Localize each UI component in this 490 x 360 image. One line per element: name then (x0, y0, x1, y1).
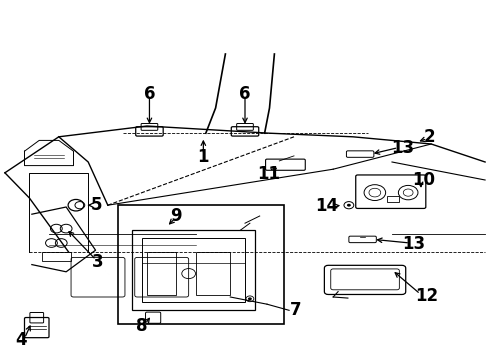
Bar (142, 238, 245, 302)
Text: 1: 1 (197, 148, 209, 166)
Text: 6: 6 (239, 85, 251, 103)
Text: 11: 11 (257, 165, 280, 183)
Text: 13: 13 (402, 235, 426, 253)
Text: 3: 3 (92, 253, 104, 271)
Bar (132, 230, 255, 310)
Text: 10: 10 (413, 171, 435, 189)
Text: 5: 5 (91, 196, 102, 214)
Text: 14: 14 (315, 197, 339, 215)
Circle shape (248, 297, 252, 300)
Bar (118, 205, 284, 324)
Bar (42, 252, 71, 261)
Bar (196, 252, 230, 295)
Text: 8: 8 (136, 317, 148, 335)
Text: 9: 9 (171, 207, 182, 225)
Text: 6: 6 (144, 85, 155, 103)
Bar (387, 196, 399, 202)
Circle shape (347, 204, 351, 207)
Text: 2: 2 (423, 128, 435, 146)
Text: 7: 7 (290, 301, 302, 319)
Text: 12: 12 (415, 287, 438, 305)
Text: 4: 4 (15, 331, 26, 349)
Text: 13: 13 (391, 139, 415, 157)
Bar (147, 252, 176, 295)
